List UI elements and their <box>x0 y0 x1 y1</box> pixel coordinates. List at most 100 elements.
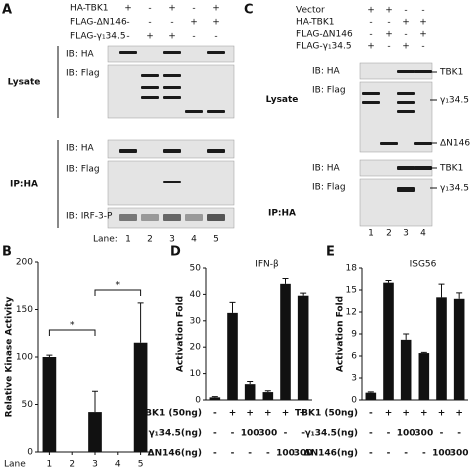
x-tick-label: 4 <box>115 460 121 470</box>
condition-value: - <box>369 429 373 439</box>
condition-sign: - <box>192 4 195 14</box>
y-tick-label: 0 <box>27 448 33 458</box>
condition-value: - <box>213 449 217 459</box>
condition-sign: - <box>192 32 195 42</box>
band <box>362 101 380 104</box>
blot-label: IB: HA <box>66 144 94 154</box>
condition-sign: - <box>170 18 173 28</box>
condition-value: 300 <box>258 429 277 439</box>
group-label: Lysate <box>266 95 299 105</box>
bar <box>42 357 57 452</box>
condition-sign: + <box>168 4 176 14</box>
condition-value: + <box>438 409 446 419</box>
marker-label: TBK1 <box>439 68 463 78</box>
condition-sign: - <box>421 42 424 52</box>
condition-value: - <box>231 449 235 459</box>
band <box>207 51 225 54</box>
error-bar <box>385 279 392 283</box>
blot <box>107 64 235 119</box>
y-axis-label: Relative Kinase Activity <box>5 297 15 418</box>
significance-mark: * <box>70 321 75 331</box>
condition-value: - <box>301 429 305 439</box>
condition-value: + <box>299 409 307 419</box>
condition-value: + <box>264 409 272 419</box>
y-axis-label: Activation Fold <box>176 296 186 372</box>
condition-sign: + <box>190 18 198 28</box>
band <box>207 214 225 221</box>
condition-name: HA-TBK1 <box>70 4 108 14</box>
condition-value: + <box>402 409 410 419</box>
condition-value: - <box>231 429 235 439</box>
band <box>362 92 380 95</box>
condition-value: 100 <box>276 449 295 459</box>
band <box>414 70 432 73</box>
condition-value: 100 <box>397 429 416 439</box>
blot-label: IB: Flag <box>66 69 100 79</box>
y-tick-label: 0 <box>351 396 357 406</box>
band <box>397 110 415 113</box>
condition-sign: - <box>148 4 151 14</box>
condition-sign: + <box>146 32 154 42</box>
error-bar <box>300 292 307 296</box>
condition-value: - <box>213 409 217 419</box>
condition-value: - <box>404 449 408 459</box>
lane-number: 1 <box>125 235 131 245</box>
condition-value: 300 <box>450 449 469 459</box>
bar <box>209 397 221 400</box>
blot-label: IB: HA <box>312 67 340 77</box>
condition-sign: + <box>419 18 427 28</box>
y-tick-label: 50 <box>22 400 34 410</box>
band <box>163 181 181 183</box>
lane-number: 2 <box>147 235 153 245</box>
condition-value: - <box>369 449 373 459</box>
error-bar <box>438 283 445 298</box>
blot-label: IB: HA <box>66 50 94 60</box>
bar <box>418 353 430 400</box>
lane-number: 5 <box>213 235 219 245</box>
condition-sign: - <box>387 42 390 52</box>
condition-value: 300 <box>414 429 433 439</box>
condition-name: FLAG-γ₁34.5 <box>70 32 126 42</box>
condition-value: - <box>248 449 252 459</box>
condition-value: - <box>387 449 391 459</box>
bar <box>88 412 102 452</box>
blot-label: IB: Flag <box>312 86 346 96</box>
condition-sign: + <box>367 6 375 16</box>
bar <box>244 384 256 400</box>
y-tick-label: 3 <box>351 374 357 384</box>
condition-sign: - <box>214 32 217 42</box>
y-tick-label: 18 <box>346 264 358 274</box>
bar <box>365 392 377 400</box>
condition-value: + <box>229 409 237 419</box>
chart-title: ISG56 <box>410 260 437 270</box>
band <box>397 92 415 95</box>
band <box>163 96 181 99</box>
lane-number: 1 <box>368 229 374 239</box>
y-tick-label: 0 <box>195 396 201 406</box>
lane-number: 4 <box>191 235 197 245</box>
condition-sign: - <box>387 18 390 28</box>
band <box>163 86 181 89</box>
group-label: IP:HA <box>268 209 296 219</box>
band <box>397 70 415 73</box>
error-bar <box>211 396 218 398</box>
lane-number: 2 <box>386 229 392 239</box>
condition-sign: + <box>402 18 410 28</box>
y-tick-label: 12 <box>346 308 357 318</box>
panel-label: A <box>2 3 12 18</box>
error-bar <box>247 381 254 385</box>
band <box>397 101 415 104</box>
bar <box>400 339 412 400</box>
significance-bracket <box>94 289 142 296</box>
y-tick-label: 150 <box>16 305 33 315</box>
condition-value: - <box>440 429 444 439</box>
band <box>414 142 432 145</box>
error-bar <box>92 390 98 413</box>
condition-name: HA-TBK1 <box>296 18 334 28</box>
band <box>163 149 181 153</box>
condition-value: - <box>457 429 461 439</box>
band <box>119 149 137 153</box>
condition-name: FLAG-ΔN146 <box>70 18 127 28</box>
condition-value: + <box>246 409 254 419</box>
